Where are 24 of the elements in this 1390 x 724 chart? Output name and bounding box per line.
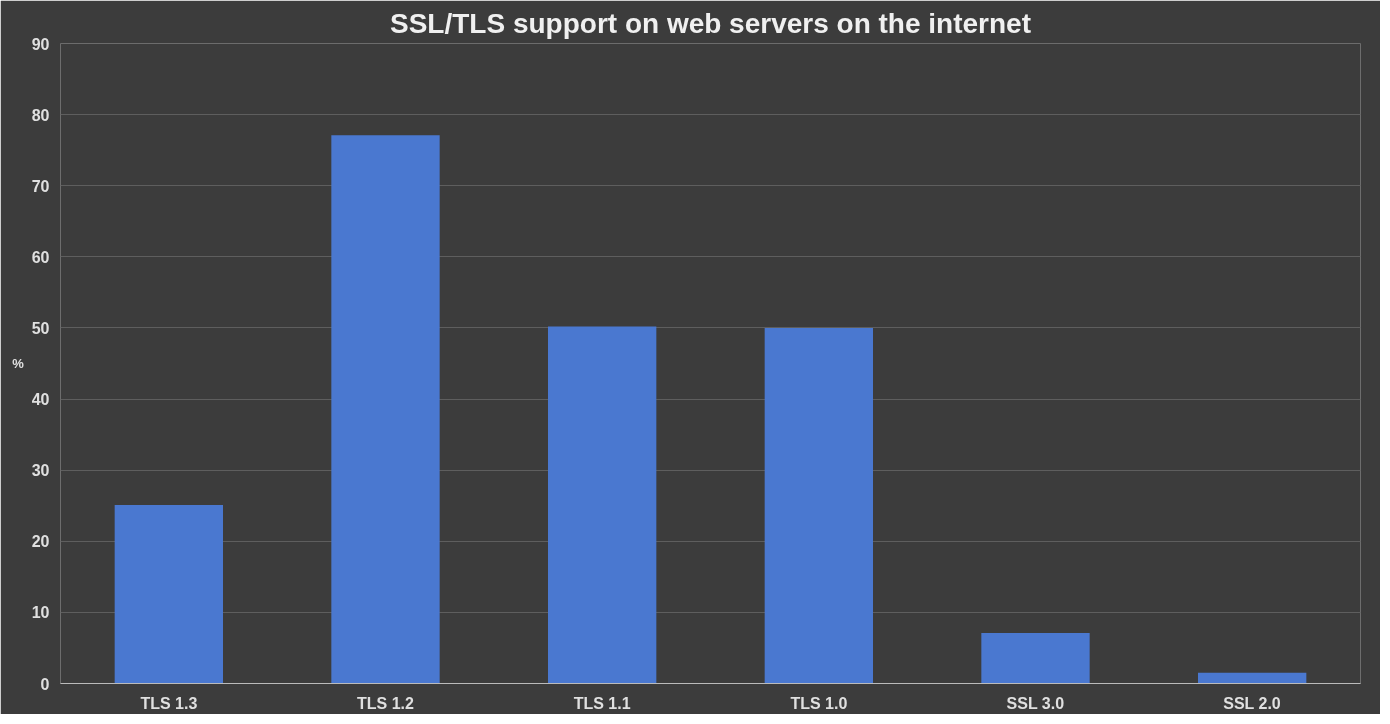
bar <box>548 326 657 684</box>
y-tick-label: 60 <box>31 248 50 266</box>
y-tick-label: 40 <box>31 391 50 409</box>
x-tick-label: SSL 2.0 <box>1223 694 1281 712</box>
bar <box>331 135 440 684</box>
y-tick-label: 90 <box>31 35 50 53</box>
y-tick-label: 20 <box>31 533 50 551</box>
bar <box>981 633 1090 684</box>
bar <box>114 505 223 684</box>
bar <box>1198 672 1307 684</box>
y-tick-label: 30 <box>31 462 50 480</box>
x-tick-label: SSL 3.0 <box>1006 694 1065 712</box>
x-tick-label: TLS 1.3 <box>140 694 198 712</box>
y-tick-label: 80 <box>31 106 50 124</box>
y-tick-label: 0 <box>40 675 50 693</box>
y-tick-label: 10 <box>31 604 50 622</box>
y-tick-label: 70 <box>31 177 50 195</box>
bar <box>764 327 873 684</box>
x-tick-label: TLS 1.2 <box>357 694 415 712</box>
x-tick-label: TLS 1.0 <box>790 694 848 712</box>
chart-title: SSL/TLS support on web servers on the internet <box>390 7 1031 39</box>
y-tick-label: 50 <box>31 319 50 337</box>
y-axis-title: % <box>12 356 25 371</box>
x-tick-label: TLS 1.1 <box>573 694 631 712</box>
